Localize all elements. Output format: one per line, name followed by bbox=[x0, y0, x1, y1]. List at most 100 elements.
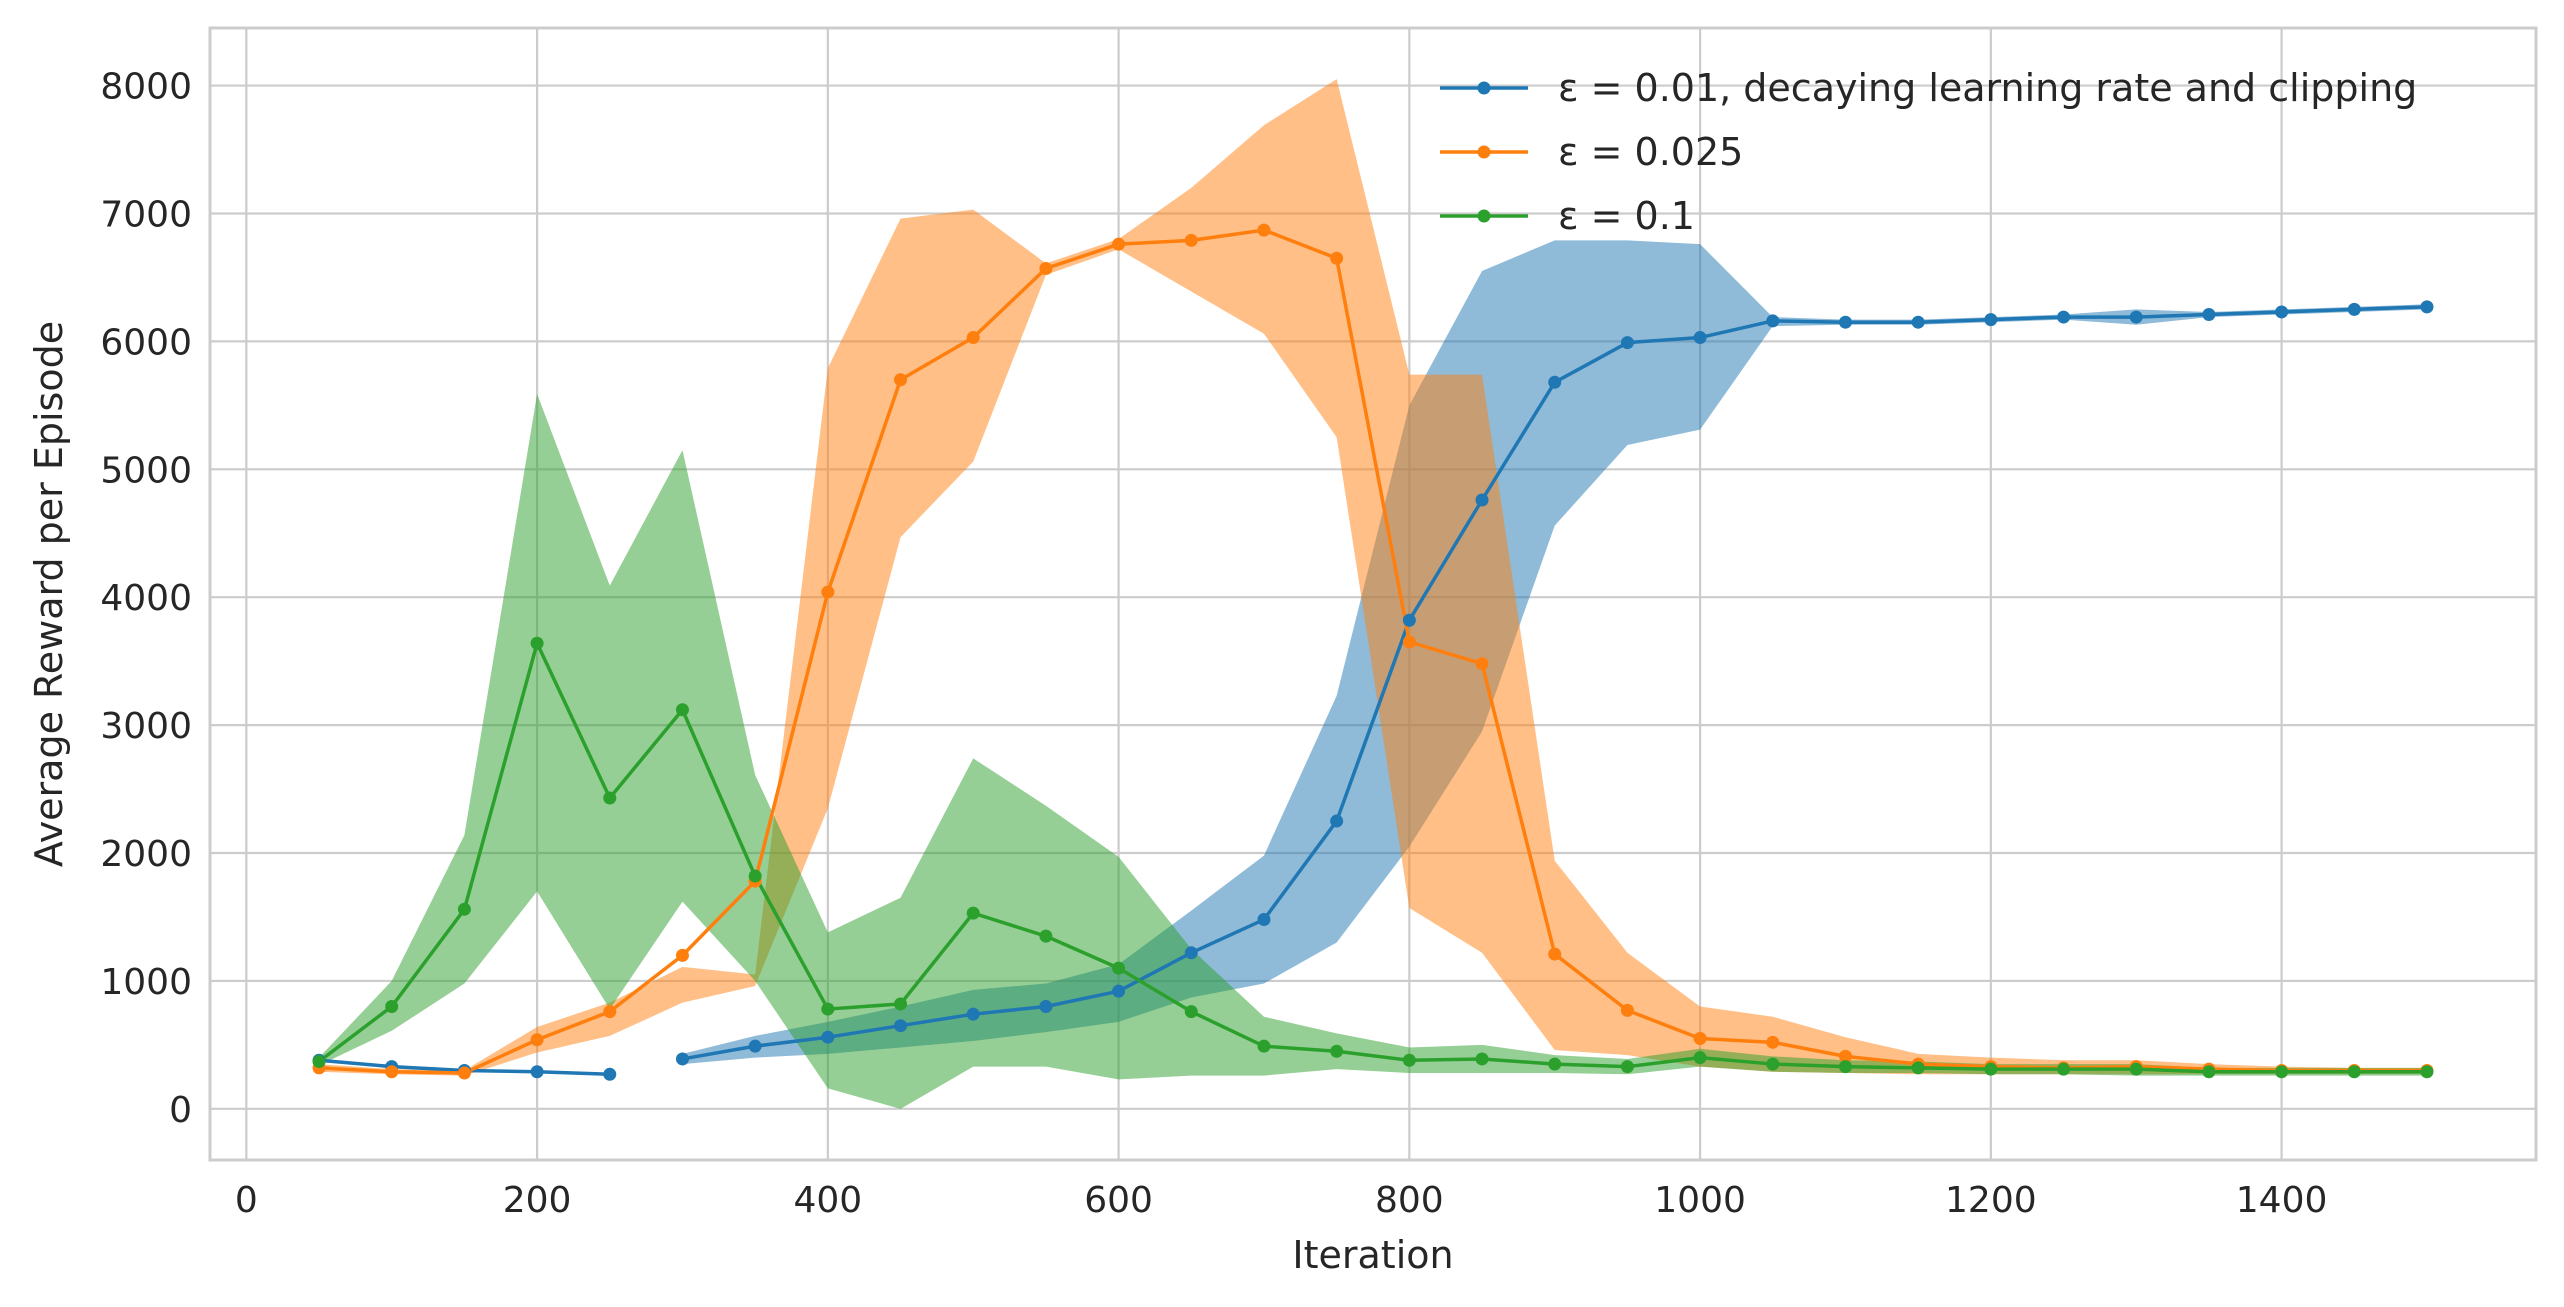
data-point-series-2 bbox=[1402, 635, 1416, 649]
data-point-series-1 bbox=[530, 1065, 544, 1079]
data-point-series-3 bbox=[1693, 1051, 1707, 1065]
data-point-series-3 bbox=[1257, 1039, 1271, 1053]
x-tick-label: 1400 bbox=[2236, 1180, 2328, 1221]
data-point-series-3 bbox=[603, 791, 617, 805]
data-point-series-1 bbox=[1984, 313, 1998, 327]
x-tick-label: 1000 bbox=[1654, 1180, 1746, 1221]
data-point-series-1 bbox=[748, 1039, 762, 1053]
data-point-series-2 bbox=[1112, 237, 1126, 251]
data-point-series-3 bbox=[1766, 1057, 1780, 1071]
x-tick-label: 600 bbox=[1084, 1180, 1153, 1221]
data-point-series-2 bbox=[821, 585, 835, 599]
data-point-series-3 bbox=[457, 902, 471, 916]
x-tick-label: 1200 bbox=[1945, 1180, 2037, 1221]
data-point-series-1 bbox=[821, 1030, 835, 1044]
data-point-series-3 bbox=[1112, 961, 1126, 975]
x-tick-label: 800 bbox=[1375, 1180, 1444, 1221]
data-point-series-1 bbox=[1257, 913, 1271, 927]
legend-label-2: ε = 0.025 bbox=[1558, 130, 1743, 174]
data-point-series-3 bbox=[530, 636, 544, 650]
data-point-series-2 bbox=[1620, 1003, 1634, 1017]
data-point-series-2 bbox=[603, 1005, 617, 1019]
data-point-series-1 bbox=[675, 1052, 689, 1066]
data-point-series-1 bbox=[1184, 946, 1198, 960]
data-point-series-1 bbox=[1766, 314, 1780, 328]
series-points bbox=[312, 223, 2434, 1081]
series-line-3 bbox=[317, 641, 2427, 1074]
data-point-series-3 bbox=[1475, 1052, 1489, 1066]
data-point-series-2 bbox=[1693, 1031, 1707, 1045]
data-point-series-3 bbox=[1330, 1044, 1344, 1058]
data-point-series-2 bbox=[1184, 233, 1198, 247]
x-axis-label: Iteration bbox=[1292, 1233, 1453, 1277]
data-point-series-1 bbox=[1548, 375, 1562, 389]
data-point-series-3 bbox=[2057, 1062, 2071, 1076]
legend-marker-3 bbox=[1477, 209, 1491, 223]
data-point-series-3 bbox=[2420, 1065, 2434, 1079]
confidence-band-series-3 bbox=[319, 393, 2427, 1109]
data-point-series-1 bbox=[1838, 315, 1852, 329]
y-tick-label: 0 bbox=[169, 1090, 192, 1131]
data-point-series-1 bbox=[1112, 984, 1126, 998]
data-point-series-1 bbox=[1330, 814, 1344, 828]
data-point-series-1 bbox=[2420, 300, 2434, 314]
data-point-series-3 bbox=[2275, 1065, 2289, 1079]
data-point-series-2 bbox=[1039, 261, 1053, 275]
data-point-series-3 bbox=[2202, 1065, 2216, 1079]
data-point-series-3 bbox=[385, 1000, 399, 1014]
y-tick-label: 4000 bbox=[100, 578, 192, 619]
x-tick-labels: 0 200 400 600 800 1000 1200 1400 bbox=[235, 1180, 2328, 1221]
data-point-series-1 bbox=[1402, 613, 1416, 627]
data-point-series-2 bbox=[966, 331, 980, 345]
y-tick-label: 8000 bbox=[100, 67, 192, 108]
data-point-series-2 bbox=[530, 1033, 544, 1047]
y-tick-label: 6000 bbox=[100, 322, 192, 363]
data-point-series-1 bbox=[2202, 308, 2216, 322]
data-point-series-2 bbox=[894, 373, 908, 387]
confidence-band-series-2 bbox=[319, 79, 2427, 1076]
y-tick-label: 5000 bbox=[100, 450, 192, 491]
x-tick-label: 400 bbox=[793, 1180, 862, 1221]
confidence-band-series-1 bbox=[682, 240, 2427, 1065]
data-point-series-1 bbox=[2129, 310, 2143, 324]
x-tick-label: 200 bbox=[503, 1180, 572, 1221]
y-tick-labels: 0 1000 2000 3000 4000 5000 6000 7000 8000 bbox=[100, 67, 192, 1131]
data-point-series-1 bbox=[1475, 493, 1489, 507]
data-point-series-1 bbox=[966, 1007, 980, 1021]
data-point-series-2 bbox=[1257, 223, 1271, 237]
data-point-series-2 bbox=[1548, 947, 1562, 961]
data-point-series-3 bbox=[1620, 1060, 1634, 1074]
legend-label-3: ε = 0.1 bbox=[1558, 194, 1695, 238]
data-point-series-3 bbox=[1838, 1060, 1852, 1074]
y-tick-label: 7000 bbox=[100, 194, 192, 235]
y-tick-label: 3000 bbox=[100, 706, 192, 747]
data-point-series-2 bbox=[1330, 251, 1344, 265]
data-point-series-1 bbox=[2057, 310, 2071, 324]
data-point-series-3 bbox=[894, 997, 908, 1011]
y-tick-label: 2000 bbox=[100, 834, 192, 875]
data-point-series-3 bbox=[2347, 1065, 2361, 1079]
data-point-series-3 bbox=[966, 906, 980, 920]
confidence-bands bbox=[319, 79, 2427, 1109]
data-point-series-3 bbox=[1402, 1053, 1416, 1067]
data-point-series-1 bbox=[1911, 315, 1925, 329]
data-point-series-2 bbox=[1475, 657, 1489, 671]
data-point-series-3 bbox=[748, 869, 762, 883]
data-point-series-1 bbox=[1620, 336, 1634, 350]
data-point-series-2 bbox=[457, 1066, 471, 1080]
data-point-series-1 bbox=[603, 1067, 617, 1081]
data-point-series-2 bbox=[385, 1065, 399, 1079]
legend-marker-2 bbox=[1477, 145, 1491, 159]
legend-marker-1 bbox=[1477, 81, 1491, 95]
data-point-series-2 bbox=[1838, 1049, 1852, 1063]
legend: ε = 0.01, decaying learning rate and cli… bbox=[1440, 66, 2417, 238]
data-point-series-3 bbox=[1911, 1061, 1925, 1075]
data-point-series-1 bbox=[894, 1019, 908, 1033]
data-point-series-3 bbox=[1184, 1005, 1198, 1019]
legend-label-1: ε = 0.01, decaying learning rate and cli… bbox=[1558, 66, 2417, 110]
data-point-series-3 bbox=[2129, 1062, 2143, 1076]
data-point-series-1 bbox=[2275, 305, 2289, 319]
data-point-series-1 bbox=[2347, 302, 2361, 316]
data-point-series-3 bbox=[1984, 1062, 1998, 1076]
